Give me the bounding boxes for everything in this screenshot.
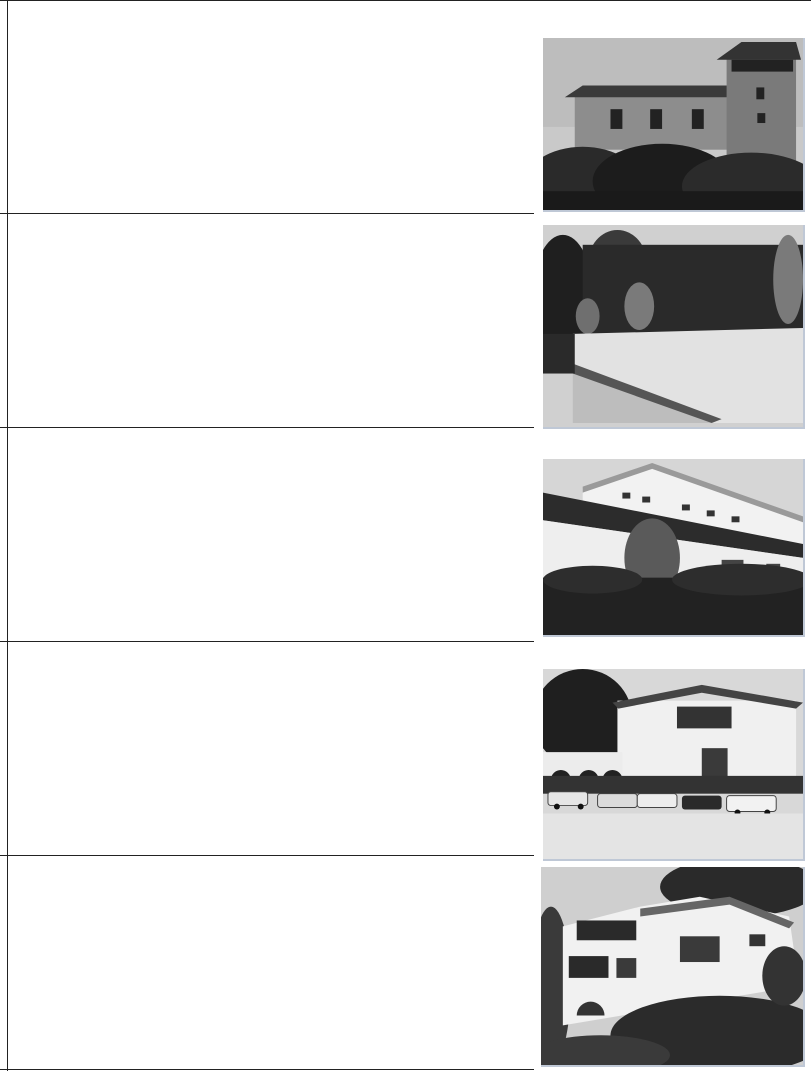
row-divider-5	[0, 1069, 534, 1070]
row-divider-1	[0, 213, 534, 214]
photo-stone-manor	[543, 38, 805, 212]
photo-garden-wall	[543, 225, 805, 429]
photo-modern-building	[543, 459, 805, 637]
photo-terraced-house	[541, 867, 805, 1067]
left-margin-rule	[7, 1, 8, 1071]
row-divider-3	[0, 641, 534, 642]
photo-villa-with-cars	[543, 669, 805, 861]
row-divider-2	[0, 427, 534, 428]
row-divider-4	[0, 855, 534, 856]
